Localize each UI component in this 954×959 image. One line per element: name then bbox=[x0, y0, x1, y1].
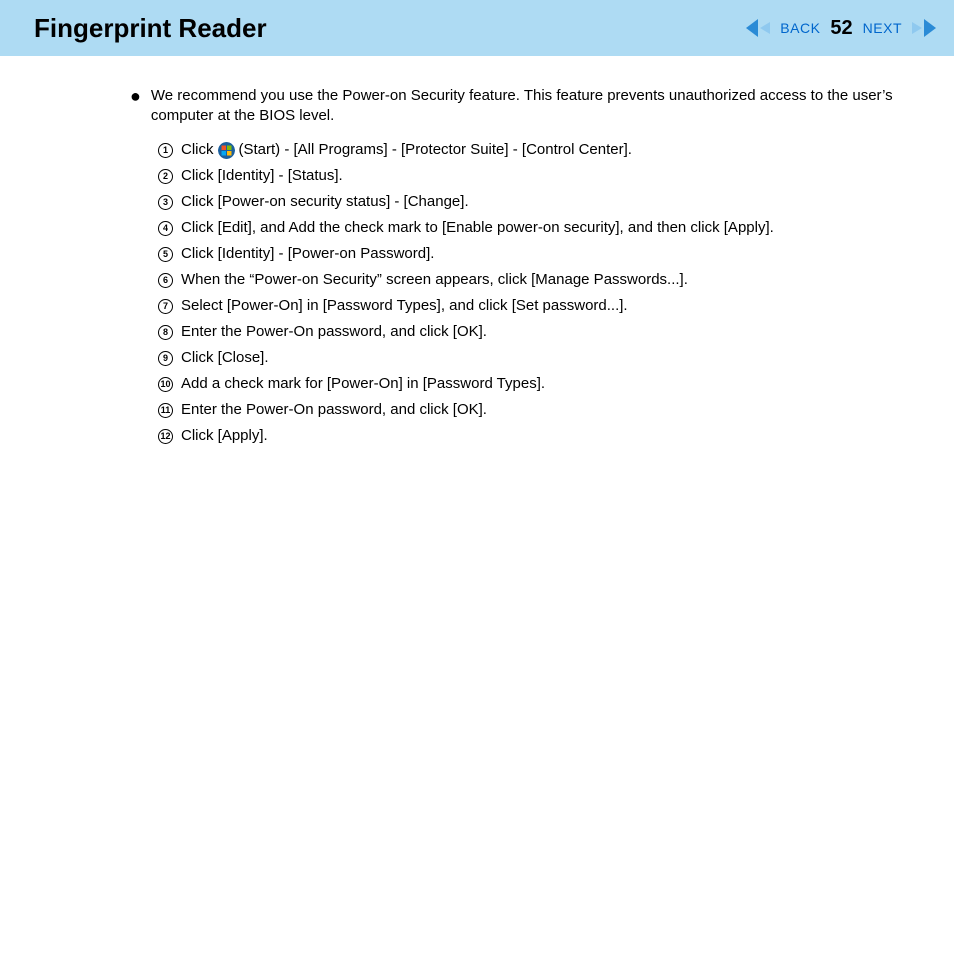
list-item: 5 Click [Identity] - [Power-on Password]… bbox=[158, 244, 924, 264]
step-text: Click [Close]. bbox=[181, 348, 269, 368]
next-button[interactable]: NEXT bbox=[863, 20, 902, 36]
header-bar: Fingerprint Reader BACK 52 NEXT bbox=[0, 0, 954, 56]
step-number-icon: 9 bbox=[158, 351, 173, 366]
step-text: Enter the Power-On password, and click [… bbox=[181, 322, 487, 342]
intro-text: We recommend you use the Power-on Securi… bbox=[151, 86, 924, 126]
step-text: Click [Edit], and Add the check mark to … bbox=[181, 218, 774, 238]
steps-list: 1 Click (Start) - [All Programs] - [Prot… bbox=[158, 140, 924, 446]
list-item: 4 Click [Edit], and Add the check mark t… bbox=[158, 218, 924, 238]
list-item: 6 When the “Power-on Security” screen ap… bbox=[158, 270, 924, 290]
next-arrow-icon[interactable] bbox=[908, 19, 936, 37]
page-title: Fingerprint Reader bbox=[34, 13, 267, 44]
step-text: When the “Power-on Security” screen appe… bbox=[181, 270, 688, 290]
step1-prefix: Click bbox=[181, 140, 214, 160]
step-text: Click [Power-on security status] - [Chan… bbox=[181, 192, 469, 212]
list-item: 8 Enter the Power-On password, and click… bbox=[158, 322, 924, 342]
step-text: Select [Power-On] in [Password Types], a… bbox=[181, 296, 628, 316]
list-item: 3 Click [Power-on security status] - [Ch… bbox=[158, 192, 924, 212]
step-number-icon: 10 bbox=[158, 377, 173, 392]
step-text: Click (Start) - [All Programs] - [Protec… bbox=[181, 140, 632, 160]
windows-start-icon bbox=[218, 142, 235, 159]
step-number-icon: 3 bbox=[158, 195, 173, 210]
content-area: ● We recommend you use the Power-on Secu… bbox=[0, 56, 954, 482]
step-number-icon: 5 bbox=[158, 247, 173, 262]
intro-row: ● We recommend you use the Power-on Secu… bbox=[130, 86, 924, 126]
step-number-icon: 7 bbox=[158, 299, 173, 314]
list-item: 7 Select [Power-On] in [Password Types],… bbox=[158, 296, 924, 316]
list-item: 1 Click (Start) - [All Programs] - [Prot… bbox=[158, 140, 924, 160]
back-arrow-icon[interactable] bbox=[746, 19, 774, 37]
page-number: 52 bbox=[830, 17, 852, 40]
nav-controls: BACK 52 NEXT bbox=[746, 17, 936, 40]
step-number-icon: 2 bbox=[158, 169, 173, 184]
step-number-icon: 6 bbox=[158, 273, 173, 288]
back-button[interactable]: BACK bbox=[780, 20, 820, 36]
step-number-icon: 8 bbox=[158, 325, 173, 340]
list-item: 11 Enter the Power-On password, and clic… bbox=[158, 400, 924, 420]
step1-suffix: (Start) - [All Programs] - [Protector Su… bbox=[239, 140, 632, 160]
list-item: 9 Click [Close]. bbox=[158, 348, 924, 368]
step-text: Add a check mark for [Power-On] in [Pass… bbox=[181, 374, 545, 394]
step-text: Enter the Power-On password, and click [… bbox=[181, 400, 487, 420]
list-item: 12 Click [Apply]. bbox=[158, 426, 924, 446]
step-text: Click [Apply]. bbox=[181, 426, 268, 446]
list-item: 10 Add a check mark for [Power-On] in [P… bbox=[158, 374, 924, 394]
step-text: Click [Identity] - [Status]. bbox=[181, 166, 343, 186]
step-number-icon: 12 bbox=[158, 429, 173, 444]
step-number-icon: 4 bbox=[158, 221, 173, 236]
list-item: 2 Click [Identity] - [Status]. bbox=[158, 166, 924, 186]
bullet-icon: ● bbox=[130, 86, 141, 106]
step-text: Click [Identity] - [Power-on Password]. bbox=[181, 244, 434, 264]
step-number-icon: 1 bbox=[158, 143, 173, 158]
step-number-icon: 11 bbox=[158, 403, 173, 418]
